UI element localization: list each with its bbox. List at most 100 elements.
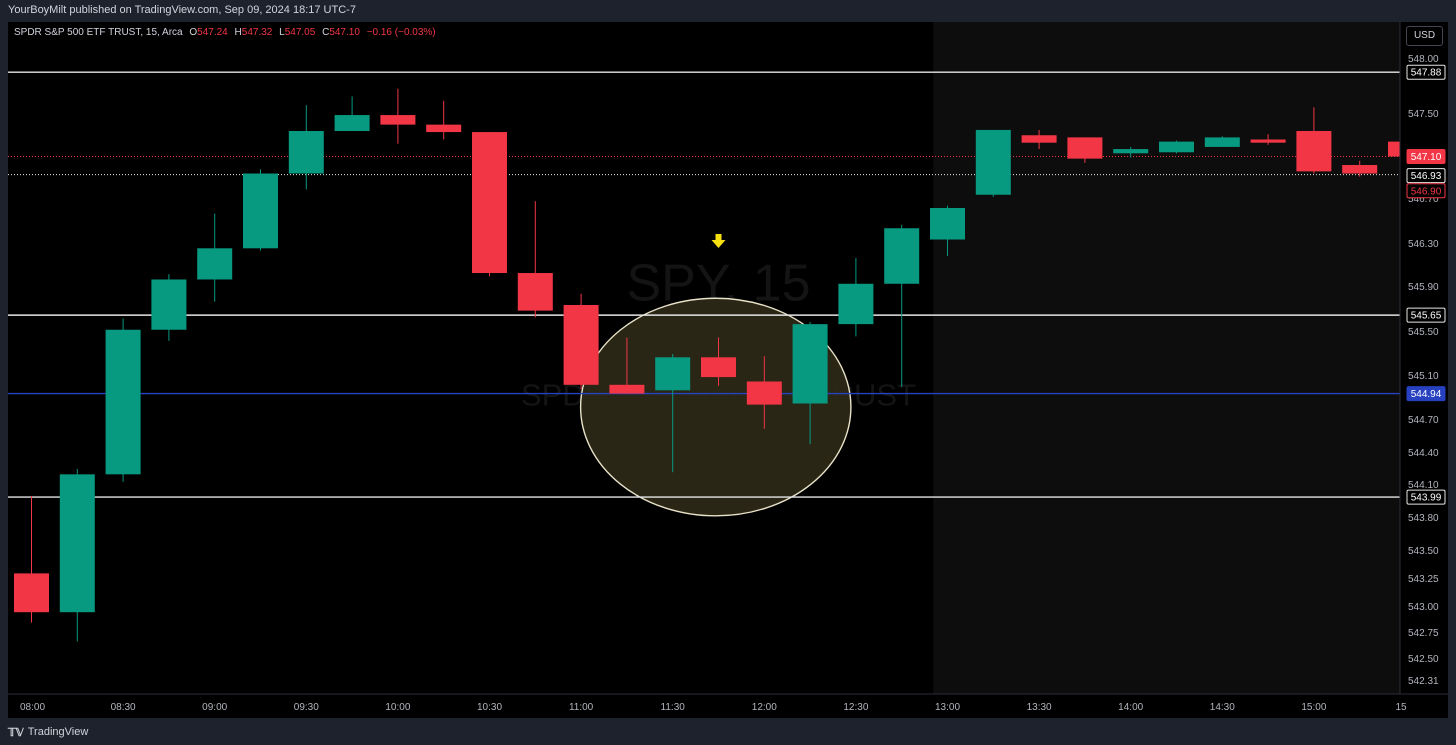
price-tick: 546.70 (1408, 194, 1439, 205)
candle-body[interactable] (1021, 135, 1057, 143)
price-label-box (1406, 149, 1446, 164)
legend-symbol: SPDR S&P 500 ETF TRUST, 15, Arca (14, 27, 183, 38)
price-label: 547.10 (1411, 152, 1442, 163)
price-tick: 544.70 (1408, 415, 1439, 426)
candle-body[interactable] (1204, 137, 1240, 147)
symbol-legend: SPDR S&P 500 ETF TRUST, 15, Arca O547.24… (14, 27, 436, 38)
candle-body[interactable] (426, 124, 462, 133)
time-tick: 12:30 (843, 702, 868, 713)
price-label-box (1406, 168, 1446, 184)
currency-button[interactable]: USD (1406, 26, 1443, 46)
price-tick: 546.30 (1408, 239, 1439, 250)
candle-body[interactable] (746, 381, 782, 405)
publish-bar: YourBoyMilt published on TradingView.com… (0, 0, 1456, 22)
candle-body[interactable] (1159, 141, 1194, 153)
price-tick: 544.10 (1408, 480, 1439, 491)
price-label-box (1406, 489, 1446, 505)
price-tick: 545.50 (1408, 327, 1439, 338)
candle-body[interactable] (838, 283, 874, 325)
price-tick: 542.50 (1408, 654, 1439, 665)
price-label-box (1406, 183, 1446, 199)
tradingview-logo[interactable]: 𝕋𝕍 TradingView (8, 725, 88, 739)
candle-body[interactable] (59, 474, 95, 613)
price-tick: 543.50 (1408, 546, 1439, 557)
candle-body[interactable] (472, 132, 507, 274)
candle-body[interactable] (975, 129, 1011, 195)
price-tick: 547.50 (1408, 109, 1439, 120)
candle-body[interactable] (151, 279, 187, 330)
price-label: 544.94 (1411, 389, 1442, 400)
candle-body[interactable] (380, 115, 416, 125)
candle-body[interactable] (288, 131, 324, 174)
price-label: 546.90 (1411, 186, 1442, 197)
time-tick: 09:00 (202, 702, 227, 713)
price-tick: 545.90 (1408, 282, 1439, 293)
legend-close-label: C (322, 27, 330, 38)
price-label: 546.93 (1411, 171, 1442, 182)
candle-body[interactable] (1067, 137, 1103, 159)
time-tick: 10:30 (477, 702, 502, 713)
time-tick: 12:00 (752, 702, 777, 713)
candle-body[interactable] (563, 305, 599, 385)
legend-close-value: 547.10 (329, 27, 360, 38)
price-label-box (1406, 64, 1446, 80)
tradingview-brand: TradingView (27, 726, 89, 738)
publish-info: YourBoyMilt published on TradingView.com… (8, 4, 356, 16)
price-label: 543.99 (1411, 493, 1442, 504)
time-tick: 13:30 (1027, 702, 1052, 713)
tradingview-logo-icon: 𝕋𝕍 (8, 726, 24, 739)
candle-body[interactable] (197, 248, 233, 280)
candle-body[interactable] (655, 357, 691, 391)
candle-body[interactable] (701, 357, 736, 378)
price-label-box (1406, 386, 1446, 402)
candle-body[interactable] (1250, 139, 1286, 143)
candle-body[interactable] (1113, 149, 1149, 154)
legend-open-label: O (189, 27, 198, 38)
candle-body[interactable] (884, 228, 920, 284)
time-tick: 15 (1395, 702, 1407, 713)
arrow-down-icon (711, 234, 726, 248)
candle-body[interactable] (517, 273, 553, 311)
legend-change: −0.16 (−0.03%) (366, 27, 436, 38)
post-session-shade (933, 22, 1400, 694)
price-tick: 544.40 (1408, 448, 1439, 459)
time-tick: 11:30 (661, 702, 686, 713)
candle-body[interactable] (1388, 141, 1402, 157)
candle-body[interactable] (334, 115, 370, 131)
candle-body[interactable] (105, 329, 141, 475)
time-tick: 09:30 (294, 702, 319, 713)
time-tick: 14:00 (1118, 702, 1143, 713)
time-tick: 13:00 (935, 702, 960, 713)
price-label-box (1406, 307, 1446, 323)
candle-body[interactable] (14, 573, 49, 613)
candle-body[interactable] (1342, 165, 1378, 174)
legend-high-label: H (234, 27, 242, 38)
highlight-ellipse (579, 297, 852, 517)
price-tick: 543.25 (1408, 574, 1439, 585)
candle-body[interactable] (1296, 131, 1332, 172)
legend-high-value: 547.32 (241, 27, 273, 38)
candle-body[interactable] (792, 324, 828, 404)
time-tick: 10:00 (385, 702, 410, 713)
price-label: 547.88 (1411, 68, 1442, 79)
footer-bar: 𝕋𝕍 TradingView (0, 718, 1456, 745)
price-tick: 543.00 (1408, 602, 1439, 613)
time-tick: 08:30 (111, 702, 136, 713)
price-tick: 548.00 (1408, 54, 1439, 65)
price-tick: 543.80 (1408, 513, 1439, 524)
candle-body[interactable] (930, 208, 965, 240)
time-tick: 15:00 (1301, 702, 1326, 713)
price-axis[interactable] (1400, 22, 1448, 718)
price-tick: 542.31 (1408, 676, 1439, 687)
time-tick: 14:30 (1210, 702, 1235, 713)
legend-open-value: 547.24 (197, 27, 228, 38)
time-tick: 08:00 (20, 702, 45, 713)
candle-body[interactable] (243, 173, 278, 249)
legend-low-value: 547.05 (284, 27, 316, 38)
price-label: 545.65 (1411, 311, 1442, 322)
candle-body[interactable] (609, 384, 645, 394)
time-axis[interactable] (8, 694, 1448, 718)
time-tick: 11:00 (569, 702, 594, 713)
